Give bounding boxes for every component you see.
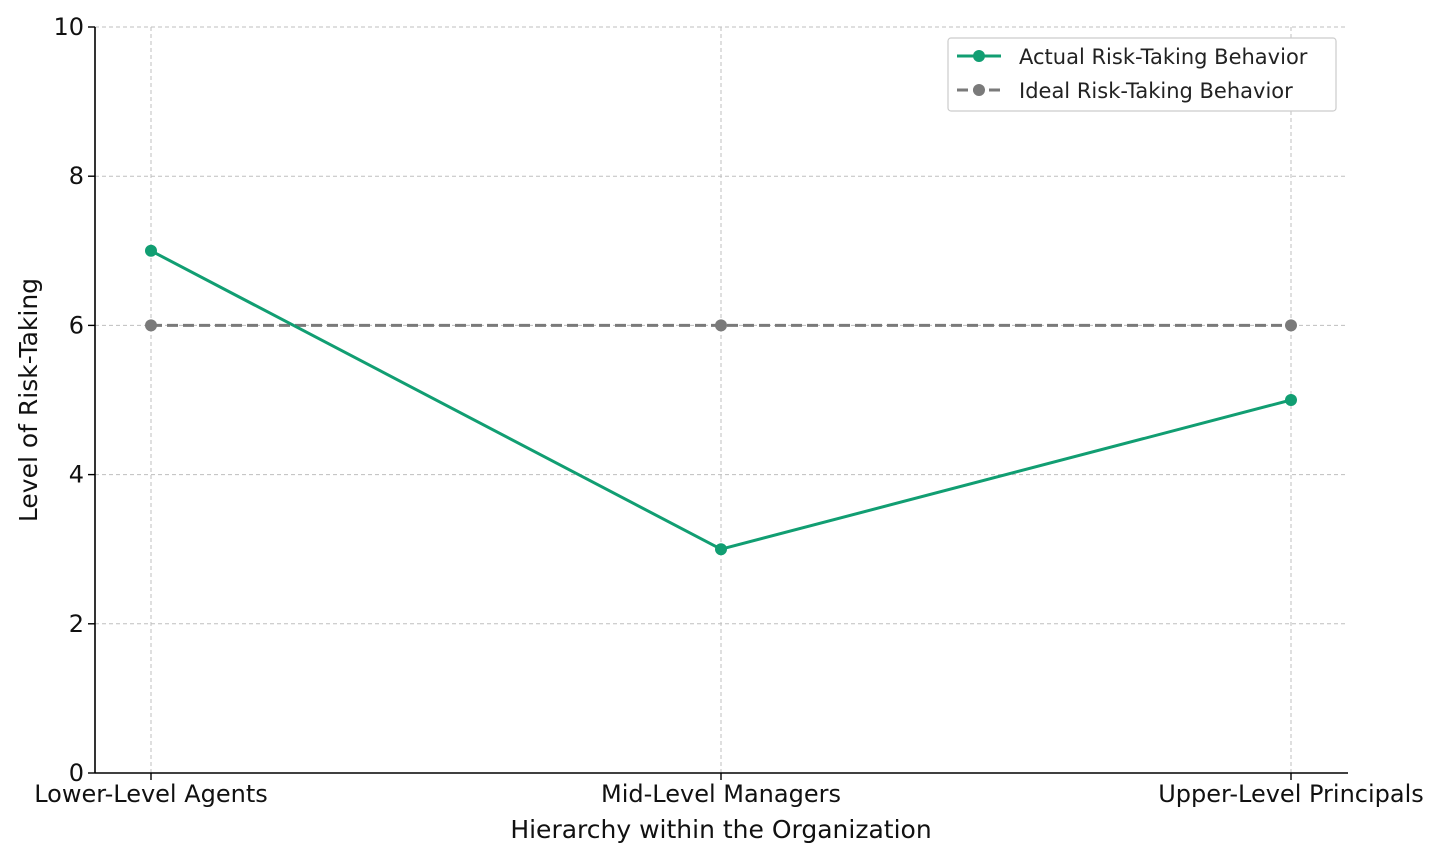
legend-box bbox=[947, 37, 1337, 112]
data-point bbox=[1285, 319, 1297, 332]
y-tick-label: 0 bbox=[69, 759, 84, 787]
y-tick-label: 10 bbox=[53, 13, 84, 41]
legend-marker-actual bbox=[973, 50, 985, 62]
grid bbox=[95, 26, 1348, 773]
legend-label-ideal: Ideal Risk-Taking Behavior bbox=[1019, 79, 1293, 103]
legend-marker-ideal bbox=[973, 84, 985, 96]
x-axis-label: Hierarchy within the Organization bbox=[510, 815, 931, 844]
data-point bbox=[715, 319, 727, 332]
y-tick-label: 8 bbox=[69, 162, 84, 190]
y-tick-label: 2 bbox=[69, 610, 84, 638]
x-tick-label: Upper-Level Principals bbox=[1158, 780, 1424, 808]
data-point bbox=[145, 319, 157, 332]
x-tick-label: Mid-Level Managers bbox=[601, 780, 841, 808]
data-point bbox=[1285, 394, 1297, 406]
legend: Actual Risk-Taking Behavior Ideal Risk-T… bbox=[947, 37, 1337, 112]
series-ideal bbox=[145, 319, 1297, 332]
series-actual bbox=[145, 244, 1297, 556]
series-layer bbox=[145, 244, 1297, 556]
y-axis-label: Level of Risk-Taking bbox=[14, 278, 43, 522]
legend-label-actual: Actual Risk-Taking Behavior bbox=[1019, 45, 1308, 69]
data-point bbox=[715, 543, 727, 556]
y-tick-label: 6 bbox=[69, 311, 84, 339]
data-point bbox=[145, 244, 157, 257]
ticks: 0 2 4 6 8 10 Lower-Level Agents Mid-Level Manag… bbox=[34, 13, 1424, 808]
y-tick-label: 4 bbox=[69, 461, 84, 489]
x-tick-label: Lower-Level Agents bbox=[34, 780, 268, 808]
